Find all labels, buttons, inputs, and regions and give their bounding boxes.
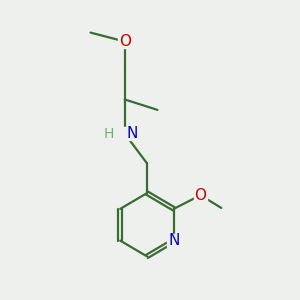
Text: H: H xyxy=(103,127,114,141)
Bar xyxy=(118,35,131,48)
Bar xyxy=(194,189,207,201)
Text: O: O xyxy=(194,188,206,203)
Bar xyxy=(118,128,131,140)
Text: O: O xyxy=(119,34,131,49)
Text: N: N xyxy=(168,233,179,248)
Bar xyxy=(167,234,180,247)
Text: N: N xyxy=(126,126,138,141)
